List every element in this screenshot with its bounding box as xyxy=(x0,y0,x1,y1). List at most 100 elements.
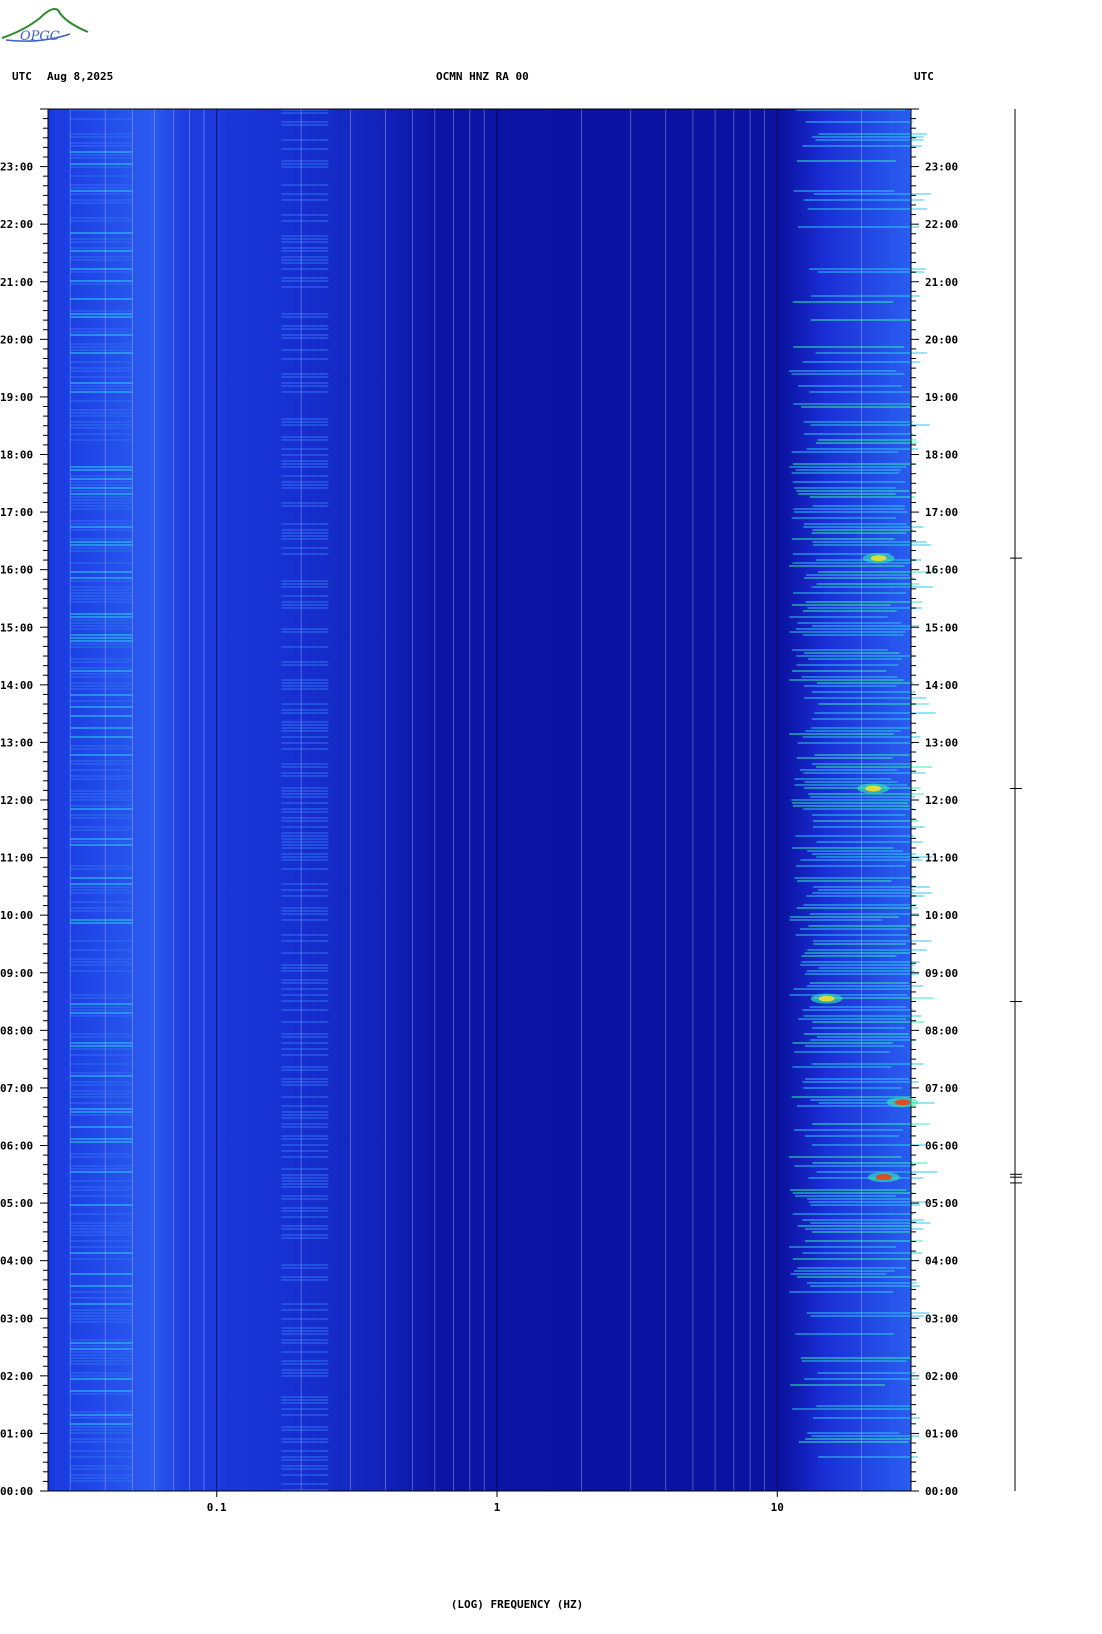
low-freq-band xyxy=(70,1225,133,1227)
microseism-band xyxy=(281,595,329,597)
microseism-band xyxy=(281,424,329,426)
high-freq-band xyxy=(792,1192,915,1194)
low-freq-band xyxy=(70,673,133,675)
high-freq-band xyxy=(802,610,897,612)
low-freq-band xyxy=(70,499,133,501)
high-freq-band xyxy=(809,1006,907,1008)
high-freq-band xyxy=(814,712,936,714)
microseism-band xyxy=(281,463,329,465)
microseism-band xyxy=(281,808,329,810)
high-freq-band xyxy=(810,1204,921,1206)
y-tick-label-right: 23:00 xyxy=(925,161,958,174)
hotspot xyxy=(818,995,835,1002)
high-freq-band xyxy=(792,553,891,555)
microseism-band xyxy=(281,1033,329,1035)
y-tick-label-right: 14:00 xyxy=(925,679,958,692)
low-freq-band xyxy=(70,1048,133,1050)
microseism-band xyxy=(281,439,329,441)
high-freq-band xyxy=(805,1438,913,1440)
low-freq-band xyxy=(70,922,133,924)
microseism-band xyxy=(281,277,329,279)
microseism-band xyxy=(281,766,329,768)
y-tick-label-right: 13:00 xyxy=(925,736,958,749)
high-freq-band xyxy=(807,1198,911,1200)
low-freq-band xyxy=(70,346,133,348)
microseism-band xyxy=(281,994,329,996)
low-freq-band xyxy=(70,994,133,996)
microseism-band xyxy=(281,214,329,216)
low-freq-band xyxy=(70,796,133,798)
low-freq-band xyxy=(70,466,133,468)
time-axis: 00:00 00:00 01:00 01:00 02:00 02:00 03:00 03:00… xyxy=(0,108,958,1498)
microseism-band xyxy=(281,835,329,837)
y-tick-label-right: 04:00 xyxy=(925,1255,958,1268)
high-freq-band xyxy=(811,691,916,693)
y-tick-label-left: 07:00 xyxy=(0,1082,33,1095)
low-freq-band xyxy=(70,889,133,891)
low-freq-band xyxy=(70,232,133,234)
high-freq-band xyxy=(795,469,901,471)
y-tick-label-left: 20:00 xyxy=(0,333,33,346)
microseism-band xyxy=(281,1237,329,1239)
microseism-band xyxy=(281,241,329,243)
low-freq-band xyxy=(70,1168,133,1170)
low-freq-band xyxy=(70,1309,133,1311)
low-freq-band xyxy=(70,1096,133,1098)
high-freq-band xyxy=(789,679,904,681)
microseism-band xyxy=(281,811,329,813)
low-freq-band xyxy=(70,1138,133,1140)
microseism-band xyxy=(281,1327,329,1329)
low-freq-band xyxy=(70,268,133,270)
low-freq-band xyxy=(70,1393,133,1395)
high-freq-band xyxy=(802,1009,913,1011)
microseism-band xyxy=(281,1144,329,1146)
low-freq-band xyxy=(70,1318,133,1320)
microseism-band xyxy=(281,847,329,849)
low-freq-band xyxy=(70,199,133,201)
y-tick-label-left: 21:00 xyxy=(0,276,33,289)
microseism-band xyxy=(281,199,329,201)
low-freq-band xyxy=(70,769,133,771)
high-freq-band xyxy=(816,583,920,585)
low-freq-band xyxy=(70,1171,133,1173)
low-freq-band xyxy=(70,343,133,345)
low-freq-band xyxy=(70,1231,133,1233)
high-freq-band xyxy=(792,481,906,483)
low-freq-band xyxy=(70,1423,133,1425)
microseism-band xyxy=(281,1081,329,1083)
spectral-bands xyxy=(70,109,938,1491)
y-tick-label-left: 10:00 xyxy=(0,909,33,922)
low-freq-band xyxy=(70,1474,133,1476)
low-freq-band xyxy=(70,1291,133,1293)
microseism-band xyxy=(281,940,329,942)
high-freq-band xyxy=(817,271,925,273)
low-freq-band xyxy=(70,844,133,846)
low-freq-band xyxy=(70,520,133,522)
low-freq-band xyxy=(70,370,133,372)
high-freq-band xyxy=(798,385,902,387)
y-tick-label-left: 02:00 xyxy=(0,1370,33,1383)
microseism-band xyxy=(281,1228,329,1230)
y-tick-label-right: 16:00 xyxy=(925,564,958,577)
high-freq-band xyxy=(812,1123,930,1125)
microseism-band xyxy=(281,1105,329,1107)
microseism-band xyxy=(281,481,329,483)
microseism-band xyxy=(281,124,329,126)
microseism-band xyxy=(281,748,329,750)
high-freq-band xyxy=(803,433,913,435)
high-freq-band xyxy=(812,1417,921,1419)
microseism-band xyxy=(281,724,329,726)
microseism-band xyxy=(281,979,329,981)
microseism-band xyxy=(281,1186,329,1188)
microseism-band xyxy=(281,454,329,456)
high-freq-band xyxy=(797,1267,907,1269)
microseism-band xyxy=(281,466,329,468)
microseism-band xyxy=(281,679,329,681)
date-label: Aug 8,2025 xyxy=(47,70,114,83)
low-freq-band xyxy=(70,382,133,384)
high-freq-band xyxy=(791,604,891,606)
high-freq-band xyxy=(804,1045,905,1047)
microseism-band xyxy=(281,1330,329,1332)
low-freq-band xyxy=(70,250,133,252)
microseism-band xyxy=(281,793,329,795)
